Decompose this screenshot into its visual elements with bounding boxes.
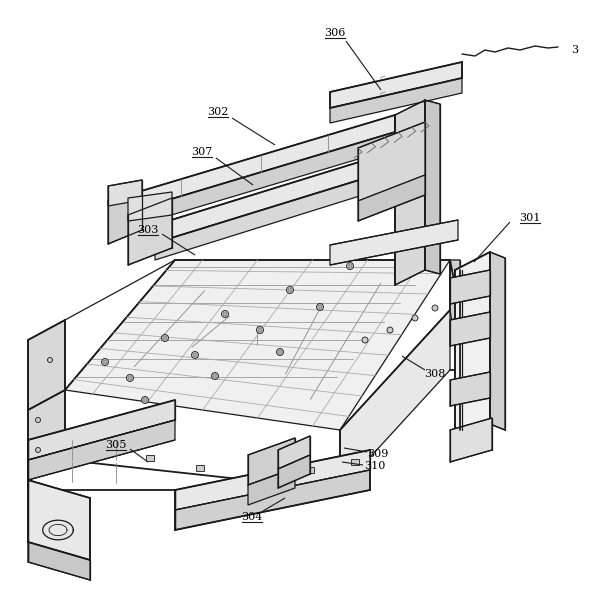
Polygon shape [450, 260, 460, 310]
Text: 303: 303 [137, 225, 159, 235]
Polygon shape [330, 62, 462, 108]
Polygon shape [395, 100, 425, 285]
Polygon shape [108, 180, 142, 206]
Circle shape [212, 372, 218, 380]
Text: 306: 306 [324, 28, 346, 38]
Circle shape [432, 305, 438, 311]
Text: 308: 308 [425, 369, 446, 379]
Circle shape [163, 336, 167, 340]
Polygon shape [248, 438, 295, 485]
Polygon shape [128, 132, 395, 228]
Polygon shape [450, 270, 490, 304]
Text: 302: 302 [207, 107, 229, 117]
Polygon shape [455, 252, 490, 438]
Polygon shape [278, 455, 310, 488]
Polygon shape [128, 115, 395, 212]
Circle shape [348, 264, 352, 268]
Polygon shape [330, 220, 458, 265]
Polygon shape [358, 175, 425, 221]
Circle shape [103, 360, 107, 364]
Circle shape [412, 315, 418, 321]
Circle shape [286, 286, 294, 293]
Polygon shape [65, 260, 450, 430]
Polygon shape [108, 186, 142, 244]
Circle shape [128, 376, 132, 380]
Polygon shape [248, 468, 295, 505]
Polygon shape [28, 420, 175, 480]
Text: 309: 309 [367, 449, 389, 459]
Circle shape [142, 397, 148, 403]
Polygon shape [175, 450, 370, 510]
Circle shape [387, 327, 393, 333]
Circle shape [127, 374, 133, 381]
Text: 305: 305 [106, 440, 127, 450]
Polygon shape [28, 390, 65, 480]
Text: 310: 310 [364, 461, 386, 471]
Polygon shape [306, 467, 314, 473]
Text: 301: 301 [519, 213, 541, 223]
Circle shape [48, 358, 52, 362]
Text: 3: 3 [572, 45, 578, 55]
Polygon shape [278, 436, 310, 469]
Circle shape [347, 263, 353, 270]
Polygon shape [455, 420, 490, 456]
Polygon shape [450, 372, 490, 406]
Circle shape [192, 352, 198, 359]
Polygon shape [425, 100, 440, 274]
Polygon shape [450, 260, 460, 370]
Circle shape [162, 334, 168, 342]
Polygon shape [351, 459, 359, 465]
Circle shape [143, 398, 147, 402]
Polygon shape [128, 192, 172, 221]
Circle shape [36, 418, 40, 422]
Polygon shape [340, 310, 450, 490]
Circle shape [362, 337, 368, 343]
Text: 304: 304 [241, 512, 263, 522]
Circle shape [223, 312, 227, 316]
Polygon shape [155, 150, 398, 243]
Circle shape [258, 328, 262, 332]
Circle shape [213, 374, 217, 378]
Polygon shape [251, 473, 259, 479]
Polygon shape [28, 320, 65, 410]
Polygon shape [175, 470, 370, 530]
Polygon shape [330, 78, 462, 123]
Polygon shape [28, 480, 90, 560]
Circle shape [288, 288, 292, 292]
Text: 307: 307 [191, 147, 213, 157]
Polygon shape [196, 465, 204, 471]
Circle shape [221, 311, 229, 318]
Polygon shape [450, 418, 492, 462]
Polygon shape [28, 400, 175, 460]
Polygon shape [128, 198, 172, 265]
Polygon shape [155, 168, 398, 260]
Circle shape [317, 304, 323, 311]
Circle shape [318, 305, 322, 309]
Circle shape [101, 359, 109, 365]
Polygon shape [358, 122, 425, 201]
Polygon shape [490, 252, 505, 430]
Circle shape [36, 447, 40, 453]
Circle shape [193, 353, 197, 357]
Circle shape [256, 327, 264, 333]
Circle shape [277, 349, 283, 355]
Polygon shape [450, 312, 490, 346]
Polygon shape [28, 542, 90, 580]
Circle shape [278, 350, 282, 354]
Polygon shape [146, 455, 154, 461]
